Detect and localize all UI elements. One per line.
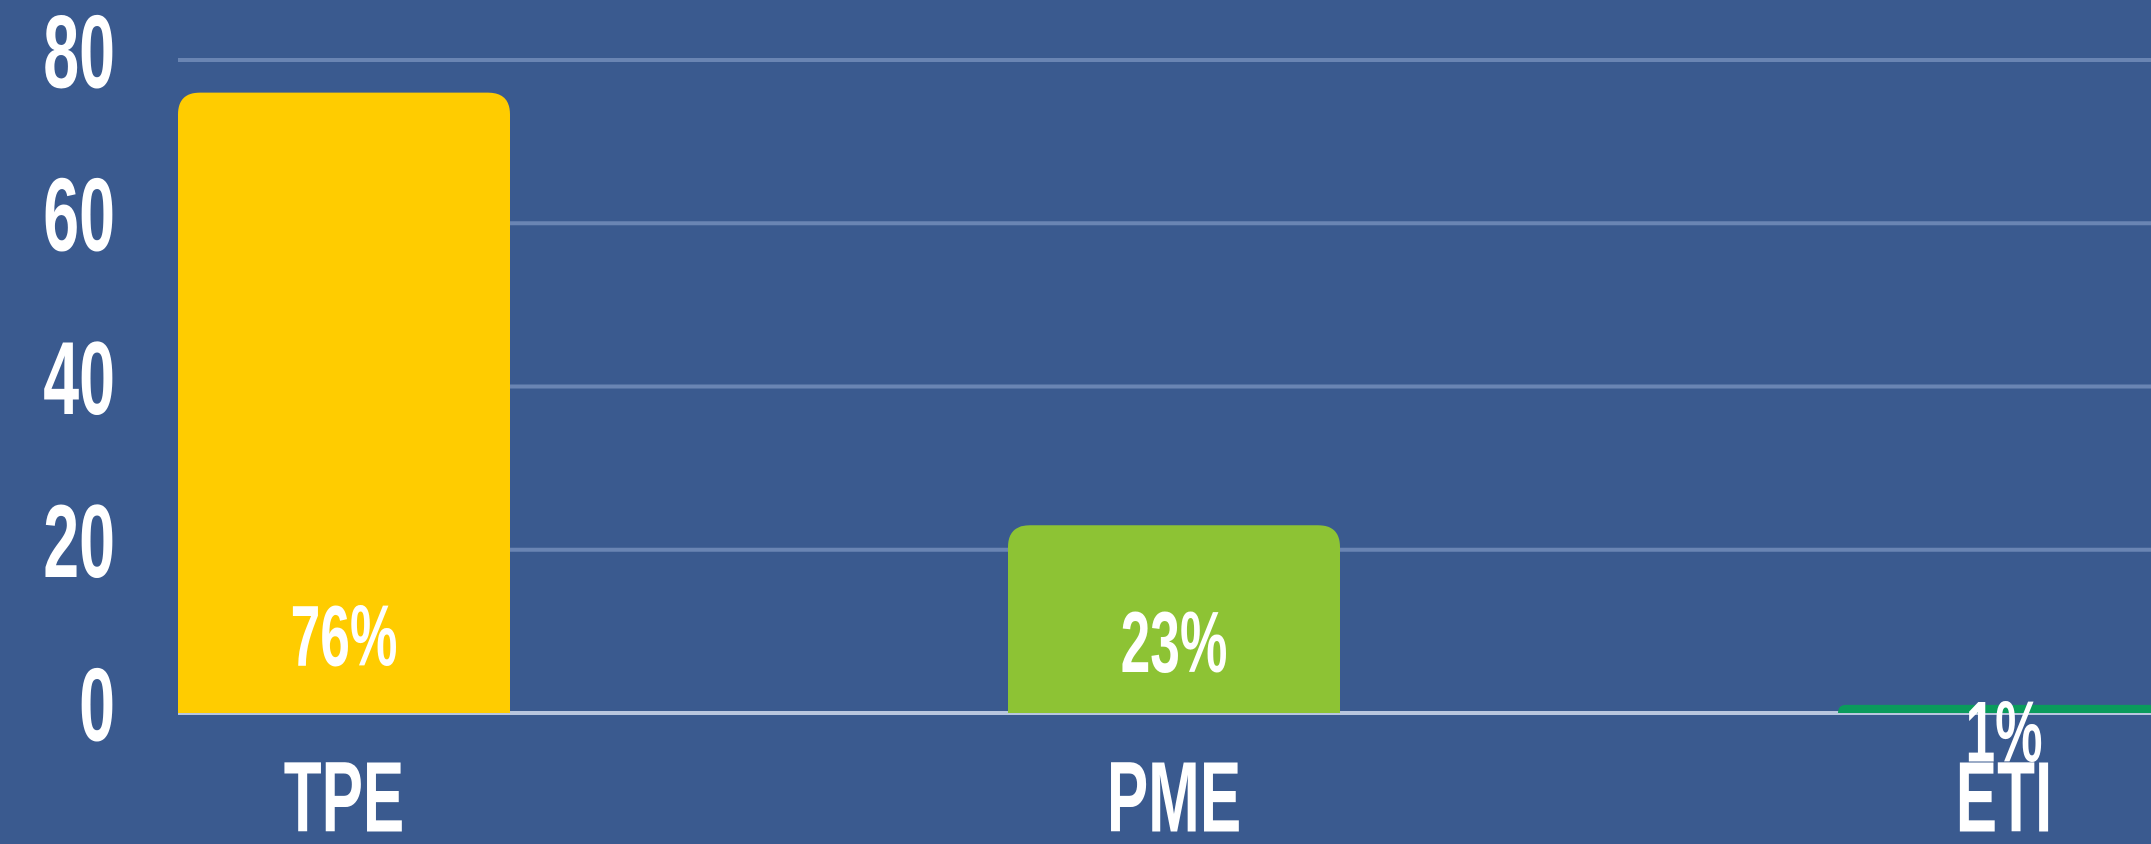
- y-tick-label: 0: [79, 648, 115, 763]
- bar: [178, 92, 510, 713]
- bar: [1838, 704, 2151, 713]
- value-label: 23%: [1121, 595, 1228, 691]
- value-label: 1%: [1965, 685, 2042, 781]
- x-tick-label: PME: [1107, 741, 1241, 844]
- bar: [1008, 525, 1340, 713]
- x-tick-label: ETI: [1956, 741, 2052, 844]
- value-label: 76%: [291, 589, 398, 685]
- y-tick-label: 60: [43, 158, 115, 273]
- y-tick-label: 40: [43, 321, 115, 436]
- y-tick-label: 20: [43, 485, 115, 600]
- y-tick-label: 80: [43, 0, 115, 110]
- x-tick-label: TPE: [284, 741, 405, 844]
